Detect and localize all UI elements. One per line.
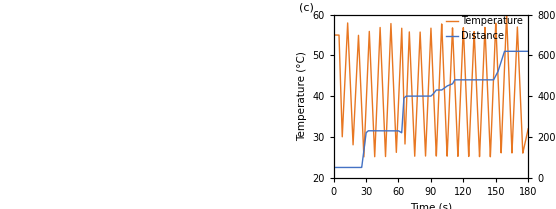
Line: Temperature: Temperature [334, 15, 528, 157]
Distance [403, 95, 410, 97]
X-axis label: Time (s): Time (s) [410, 202, 452, 209]
Distance [463, 79, 470, 81]
Temperature [503, 14, 510, 16]
Temperature [372, 142, 379, 145]
Distance [411, 95, 418, 97]
Distance [341, 166, 348, 169]
Distance [372, 130, 379, 132]
Temperature [403, 103, 410, 105]
Text: (b): (b) [295, 6, 311, 16]
Temperature [410, 119, 416, 122]
Text: (c): (c) [299, 3, 314, 13]
Temperature [360, 156, 367, 158]
Distance [501, 50, 508, 52]
Distance [525, 50, 532, 52]
Line: Distance: Distance [334, 51, 528, 167]
Distance [410, 95, 416, 97]
Temperature [330, 34, 337, 36]
Distance [330, 166, 337, 169]
Text: (a): (a) [6, 6, 22, 16]
Temperature [463, 103, 470, 106]
Legend: Temperature, Distance: Temperature, Distance [446, 16, 523, 41]
Y-axis label: Temperature (°C): Temperature (°C) [297, 51, 307, 141]
Temperature [525, 127, 532, 130]
Temperature [411, 142, 418, 144]
Temperature [341, 83, 348, 85]
